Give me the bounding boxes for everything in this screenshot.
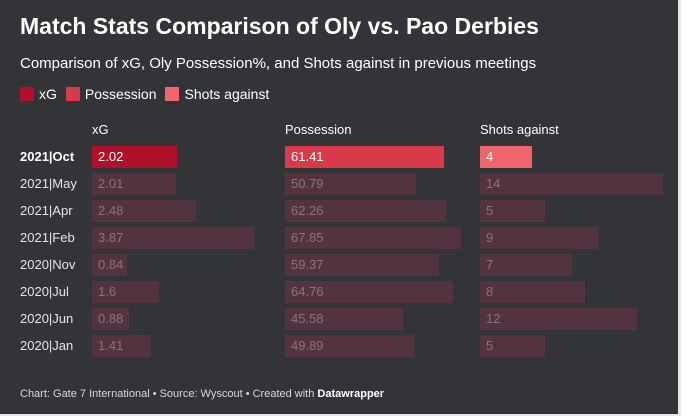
row-label: 2021|Feb xyxy=(20,230,75,245)
footer-credits: Chart: Gate 7 International • Source: Wy… xyxy=(20,388,318,400)
bar-possession xyxy=(285,308,403,330)
legend-label-shots-against: Shots against xyxy=(184,86,270,102)
row-label: 2021|May xyxy=(20,176,77,191)
row-label: 2020|Jan xyxy=(20,338,74,353)
column-header-shots-against: Shots against xyxy=(480,122,559,137)
bar-xg xyxy=(92,281,159,303)
bar-possession xyxy=(285,254,439,276)
column-header-xg: xG xyxy=(92,122,109,137)
bar-shots-against xyxy=(480,281,585,303)
bar-shots-against xyxy=(480,146,532,168)
value-label-possession: 64.76 xyxy=(291,284,324,299)
value-label-xg: 0.88 xyxy=(98,311,124,326)
legend-label-possession: Possession xyxy=(84,86,157,102)
legend: xG Possession Shots against xyxy=(20,86,269,102)
bar-shots-against xyxy=(480,173,663,195)
bar-possession xyxy=(285,281,453,303)
legend-swatch-shots-against xyxy=(165,87,180,101)
value-label-shots-against: 12 xyxy=(486,311,501,326)
value-label-xg: 3.87 xyxy=(98,230,124,245)
value-label-shots-against: 7 xyxy=(486,257,494,272)
legend-item-possession: Possession xyxy=(65,86,157,102)
bar-shots-against xyxy=(480,227,598,249)
value-label-xg: 2.01 xyxy=(98,176,124,191)
value-label-shots-against: 14 xyxy=(486,176,501,191)
value-label-possession: 49.89 xyxy=(291,338,324,353)
value-label-possession: 45.58 xyxy=(291,311,324,326)
chart-title: Match Stats Comparison of Oly vs. Pao De… xyxy=(20,13,539,39)
row-label: 2020|Jun xyxy=(20,311,74,326)
bar-xg xyxy=(92,146,177,168)
bar-possession xyxy=(285,335,414,357)
value-label-xg: 1.41 xyxy=(98,338,124,353)
bar-possession xyxy=(285,146,444,168)
legend-label-xg: xG xyxy=(39,86,57,102)
row-label: 2020|Jul xyxy=(20,284,69,299)
value-label-possession: 59.37 xyxy=(291,257,324,272)
bar-xg xyxy=(92,335,151,357)
row-label: 2021|Apr xyxy=(20,203,73,218)
footer-brand: Datawrapper xyxy=(317,388,385,400)
bar-xg xyxy=(92,200,196,222)
legend-item-xg: xG xyxy=(20,86,57,102)
bar-possession xyxy=(285,200,446,222)
value-label-possession: 62.26 xyxy=(291,203,324,218)
bar-shots-against xyxy=(480,200,545,222)
column-header-possession: Possession xyxy=(285,122,352,137)
legend-item-shots-against: Shots against xyxy=(165,86,269,102)
value-label-possession: 61.41 xyxy=(291,149,324,164)
bar-xg xyxy=(92,254,127,276)
value-label-shots-against: 5 xyxy=(486,338,494,353)
bar-xg xyxy=(92,308,129,330)
bar-shots-against xyxy=(480,335,545,357)
value-label-possession: 67.85 xyxy=(291,230,324,245)
bar-possession xyxy=(285,173,416,195)
bar-xg xyxy=(92,173,176,195)
legend-swatch-possession xyxy=(65,87,80,101)
value-label-shots-against: 5 xyxy=(486,203,494,218)
value-label-shots-against: 8 xyxy=(486,284,494,299)
bar-xg xyxy=(92,227,254,249)
legend-swatch-xg xyxy=(20,87,34,101)
value-label-xg: 1.6 xyxy=(98,284,117,299)
value-label-xg: 2.48 xyxy=(98,203,124,218)
value-label-xg: 0.84 xyxy=(98,257,124,272)
chart-subtitle: Comparison of xG, Oly Possession%, and S… xyxy=(20,55,537,72)
bar-shots-against xyxy=(480,254,572,276)
value-label-xg: 2.02 xyxy=(98,149,124,164)
row-label: 2020|Nov xyxy=(20,257,76,272)
bar-possession xyxy=(285,227,461,249)
value-label-shots-against: 4 xyxy=(486,149,494,164)
value-label-possession: 50.79 xyxy=(291,176,324,191)
bar-shots-against xyxy=(480,308,637,330)
row-label: 2021|Oct xyxy=(20,149,75,164)
value-label-shots-against: 9 xyxy=(486,230,494,245)
chart-footer: Chart: Gate 7 International • Source: Wy… xyxy=(20,388,384,400)
